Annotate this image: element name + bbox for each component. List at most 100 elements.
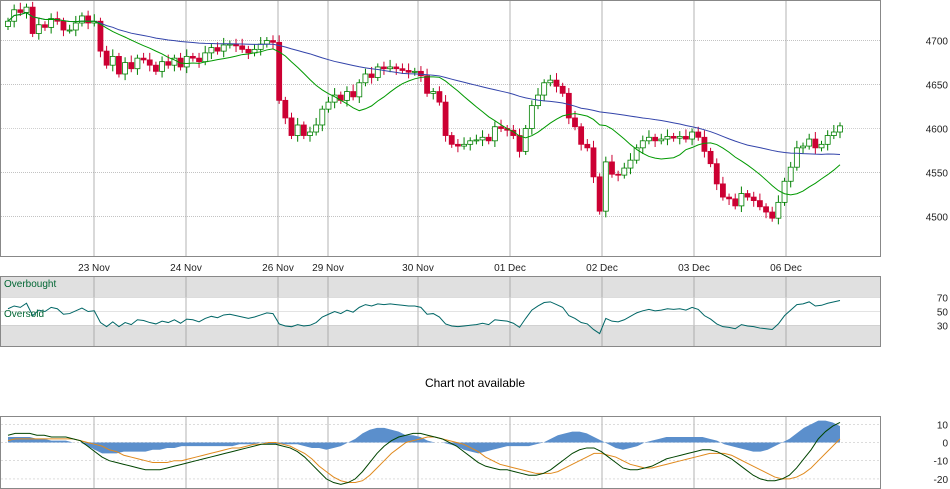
candlestick xyxy=(720,176,726,201)
candle-body xyxy=(245,48,252,54)
candle-body xyxy=(344,91,350,101)
candlestick xyxy=(29,1,36,38)
candlestick xyxy=(627,153,634,175)
candle-body xyxy=(393,66,400,70)
candlestick xyxy=(282,96,289,125)
price-panel-border xyxy=(0,0,881,257)
candlestick xyxy=(350,84,357,101)
candle-body xyxy=(522,128,529,152)
candle-body xyxy=(257,43,264,50)
candlestick xyxy=(79,12,85,27)
candlestick xyxy=(775,195,782,225)
candlestick xyxy=(374,63,381,82)
candle-body xyxy=(183,55,190,68)
candlestick xyxy=(787,161,794,188)
candlestick xyxy=(633,144,640,164)
price-tick-label: 4550 xyxy=(926,168,949,179)
candle-body xyxy=(695,131,702,138)
candle-body xyxy=(270,40,276,43)
candle-body xyxy=(442,101,449,136)
candle-body xyxy=(707,150,714,165)
candlestick xyxy=(356,79,363,103)
candle-body xyxy=(454,143,461,147)
overbought-band xyxy=(1,277,880,297)
candle-body xyxy=(165,61,172,66)
candlestick xyxy=(676,131,683,145)
candlestick xyxy=(578,123,585,151)
candle-body xyxy=(615,173,622,176)
candlestick xyxy=(467,137,474,151)
candle-body xyxy=(485,136,492,142)
candlestick xyxy=(528,100,535,135)
candlesticks xyxy=(5,1,843,225)
candle-body xyxy=(146,59,153,66)
candle-body xyxy=(140,57,147,61)
candlestick xyxy=(319,105,326,132)
candlestick xyxy=(103,45,110,69)
candle-body xyxy=(756,200,763,208)
candle-body xyxy=(362,73,369,84)
candlestick xyxy=(695,126,702,141)
candlestick xyxy=(609,154,615,178)
candle-body xyxy=(448,135,455,145)
candlestick xyxy=(491,121,498,147)
candlestick xyxy=(153,61,159,75)
candlestick xyxy=(270,35,276,49)
date-label: 24 Nov xyxy=(170,263,202,274)
candle-body xyxy=(726,196,732,200)
candlestick xyxy=(837,122,843,139)
candlestick xyxy=(276,35,283,104)
macd-tick-label: -20 xyxy=(934,475,949,486)
candle-body xyxy=(676,136,683,139)
price-y-axis-ticks: 4700 4650 4600 4550 4500 xyxy=(926,37,949,224)
candle-body xyxy=(670,136,677,139)
candle-body xyxy=(646,136,652,142)
candle-body xyxy=(307,131,313,136)
candlestick xyxy=(134,54,141,75)
candlestick xyxy=(307,126,313,142)
candlestick xyxy=(454,139,461,153)
candle-body xyxy=(763,206,769,213)
candle-body xyxy=(639,140,646,149)
candlestick xyxy=(732,193,739,210)
candlestick xyxy=(399,63,406,74)
candlestick xyxy=(744,190,751,201)
candlestick xyxy=(196,52,202,68)
candle-body xyxy=(48,18,55,28)
candlestick xyxy=(362,68,369,87)
candle-body xyxy=(769,211,776,219)
candlestick xyxy=(294,117,301,142)
candlestick xyxy=(189,52,196,62)
candlestick xyxy=(596,173,603,215)
rsi-tick-label: 50 xyxy=(937,308,949,319)
oversold-label: Oversold xyxy=(4,309,44,320)
candle-body xyxy=(263,40,270,45)
candle-body xyxy=(800,145,806,149)
macd-tick-label: 0 xyxy=(942,438,948,449)
date-label: 01 Dec xyxy=(494,263,526,274)
candle-body xyxy=(806,138,813,147)
candlestick xyxy=(763,203,769,219)
rsi-tick-label: 30 xyxy=(937,321,949,332)
candlestick xyxy=(239,38,246,53)
rsi-line xyxy=(7,299,841,335)
candlestick xyxy=(485,133,492,145)
candlestick xyxy=(48,13,55,34)
candle-body xyxy=(461,143,467,147)
candlestick xyxy=(66,24,73,34)
candle-body xyxy=(627,159,634,169)
candlestick xyxy=(572,110,578,131)
macd-histogram xyxy=(8,420,840,454)
candlestick xyxy=(72,15,79,37)
candlestick xyxy=(85,10,92,30)
candle-body xyxy=(744,193,751,198)
candlestick xyxy=(522,124,529,155)
candlestick xyxy=(116,52,122,78)
candlestick xyxy=(393,63,400,75)
candlestick xyxy=(461,137,467,150)
candle-body xyxy=(23,6,30,13)
rsi-y-axis-ticks: 70 50 30 xyxy=(937,294,949,333)
candle-body xyxy=(781,180,788,203)
candle-body xyxy=(491,126,498,142)
